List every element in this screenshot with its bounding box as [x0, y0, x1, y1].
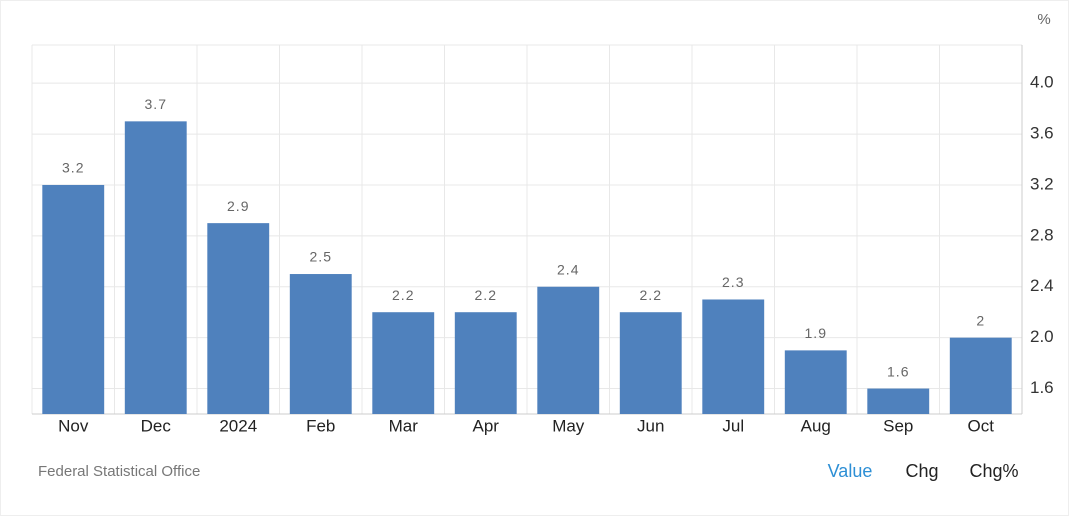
x-tick-label: Dec [141, 416, 172, 435]
bar [619, 312, 682, 414]
source: Federal Statistical Office [38, 463, 200, 480]
x-tick-label: Jul [722, 416, 744, 435]
bar [372, 312, 435, 414]
bar [207, 223, 270, 414]
y-tick-label: 3.6 [1030, 124, 1054, 143]
bar [289, 274, 352, 414]
x-tick-label: 2024 [219, 416, 257, 435]
bar [867, 388, 930, 414]
value-label: 3.7 [145, 96, 167, 112]
x-tick-label: Feb [306, 416, 335, 435]
value-button[interactable]: Value [828, 461, 873, 481]
chg-pct-button[interactable]: Chg% [969, 461, 1018, 481]
value-label: 2.9 [227, 198, 249, 214]
x-tick-label: Mar [389, 416, 419, 435]
y-tick-label: 3.2 [1030, 174, 1054, 193]
x-tick-label: Apr [473, 416, 500, 435]
value-label: 3.2 [62, 160, 84, 176]
value-label: 2.2 [392, 287, 414, 303]
y-tick-label: 2.8 [1030, 225, 1054, 244]
bar [784, 350, 847, 414]
bar [949, 337, 1012, 414]
value-label: 2 [976, 312, 985, 328]
bar [42, 184, 105, 414]
value-label: 2.5 [310, 249, 332, 265]
x-tick-label: Jun [637, 416, 664, 435]
x-tick-label: Oct [968, 416, 995, 435]
x-tick-label: May [552, 416, 585, 435]
y-tick-label: 4.0 [1030, 73, 1054, 92]
bar [537, 286, 600, 414]
value-label: 1.9 [805, 325, 827, 341]
value-label: 2.2 [475, 287, 497, 303]
x-tick-label: Nov [58, 416, 89, 435]
unit-label: % [1037, 11, 1050, 28]
value-label: 2.2 [640, 287, 662, 303]
x-tick-label: Aug [801, 416, 831, 435]
bar [124, 121, 187, 415]
bar [454, 312, 517, 414]
x-tick-label: Sep [883, 416, 913, 435]
y-tick-label: 2.0 [1030, 327, 1054, 346]
y-tick-label: 1.6 [1030, 378, 1054, 397]
value-label: 2.3 [722, 274, 744, 290]
y-tick-label: 2.4 [1030, 276, 1054, 295]
bar [702, 299, 765, 414]
value-label: 2.4 [557, 261, 579, 277]
value-label: 1.6 [887, 363, 909, 379]
chg-button[interactable]: Chg [905, 461, 938, 481]
